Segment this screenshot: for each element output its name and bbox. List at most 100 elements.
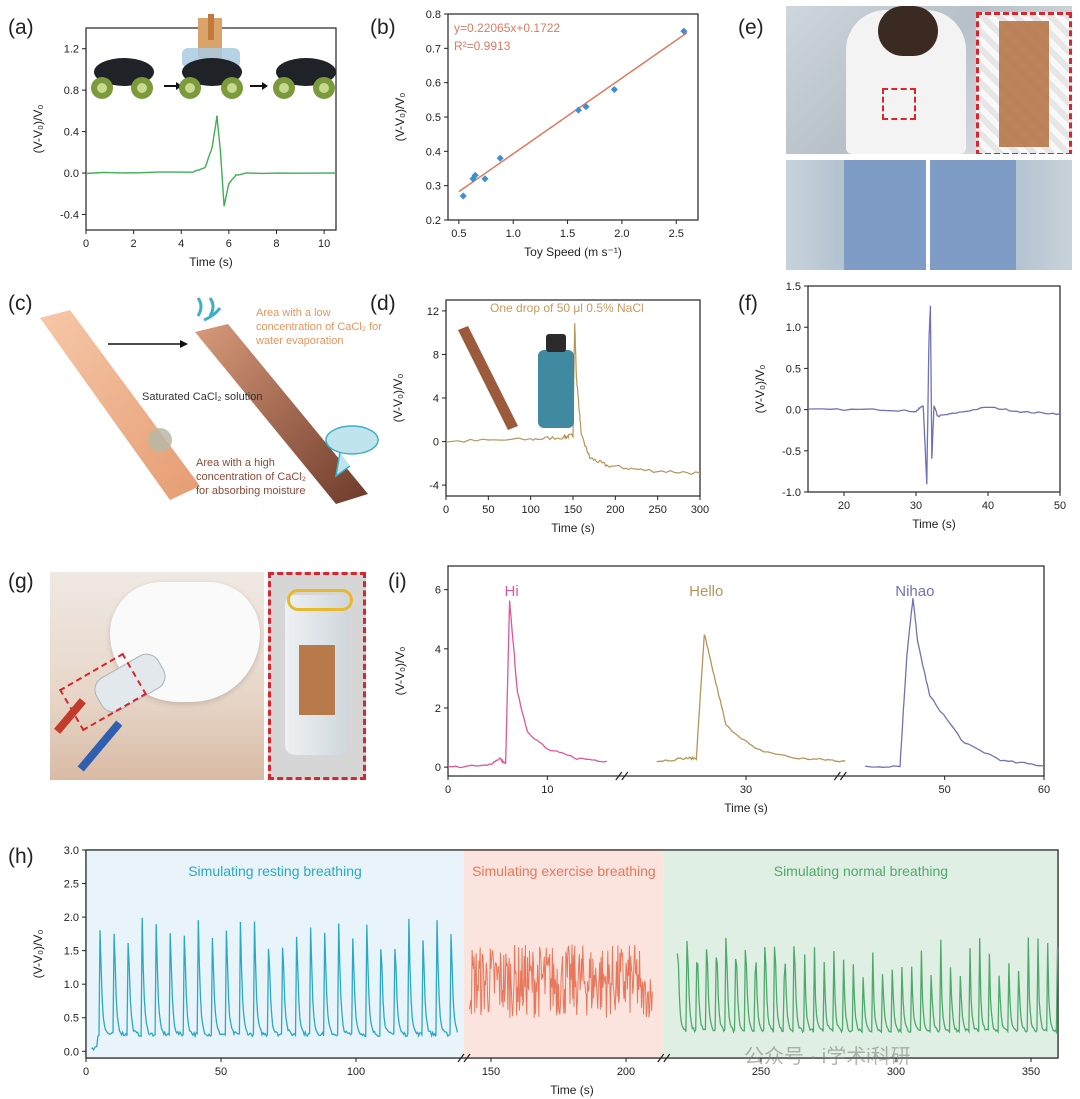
annotation: One drop of 50 μl 0.5% NaCl [490,301,644,315]
x-tick-label: 2.5 [669,228,684,240]
evaporation-icon [196,297,222,322]
y-tick-label: -4 [429,480,439,492]
chart-d-group: 0 50 100 150 200 250 300 -4 0 4 8 12 Time (s) (V-V₀)/… [391,299,709,535]
chart-b-group: 0.5 1.0 1.5 2.0 2.5 0.2 0.3 0.4 0.5 0.6 0.7 0.8 Toy … [393,9,699,259]
panel-label-e: (e) [738,16,764,39]
sensor-zoom-box [976,12,1072,154]
toy-car-icon [91,58,154,99]
panel-label-i: (i) [388,570,407,593]
y-tick-label: 6 [435,585,441,597]
y-tick-label: 3.0 [64,845,79,857]
y-tick-label: 0.0 [64,168,79,180]
x-tick-label: 50 [1054,500,1066,512]
x-tick-label: 30 [910,500,922,512]
copper-strip-icon [458,326,518,430]
y-tick-label: 0.5 [64,1013,79,1025]
x-tick-label: 50 [939,784,951,796]
x-tick-label: 300 [691,504,709,516]
y-tick-label: 0.6 [426,78,441,90]
toy-car-illustration [91,14,336,99]
data-point [582,103,590,111]
axis-break [833,771,847,781]
x-tick-label: 300 [887,1066,905,1078]
x-tick-label: 2.0 [614,228,629,240]
panel-label-a: (a) [8,16,34,39]
low-area-label: Area with a low concentration of CaCl₂ f… [256,307,382,347]
x-tick-label: 0 [83,238,89,250]
panel-label-h: (h) [8,845,34,868]
y-tick-label: 4 [433,393,439,405]
copper-strip-before [40,310,200,500]
y-tick-label: 8 [433,349,439,361]
y-tick-label: 1.0 [64,979,79,991]
axis-break [615,771,629,781]
sensor-copper [299,645,335,715]
y-tick-label: 0.4 [64,127,79,139]
photo-gown-right [930,160,1072,270]
series-line-hi [447,600,608,769]
x-axis-label: Time (s) [912,517,956,531]
y-tick-label: 12 [427,306,439,318]
y-tick-label: 0.3 [426,181,441,193]
x-tick-label: 200 [606,504,624,516]
x-tick-label: 20 [838,500,850,512]
panel-label-g: (g) [8,570,34,593]
y-tick-label: 0.0 [786,405,801,417]
series-line [85,115,337,207]
photo-gown-left [786,160,926,270]
x-tick-label: 0 [83,1066,89,1078]
chart-f-group: 20 30 40 50 -1.0 -0.5 0.0 0.5 1.0 1.5 Time (s) (V-V… [753,281,1066,531]
x-tick-label: 60 [1038,784,1050,796]
x-tick-label: 8 [273,238,279,250]
x-tick-label: 1.0 [506,228,521,240]
axis-break [457,1053,471,1063]
series-normal [676,937,1059,1035]
series-line-hello [656,634,846,763]
y-tick-label: 0.8 [64,85,79,97]
x-axis-label: Toy Speed (m s⁻¹) [524,245,622,259]
y-axis-label: (V-V₀)/V₀ [31,105,45,154]
series-line [807,305,1061,485]
y-tick-label: 0.4 [426,146,441,158]
y-tick-label: 0.5 [786,363,801,375]
spray-bottle-icon [538,350,574,428]
hair [878,6,938,56]
x-tick-label: 1.5 [560,228,575,240]
x-tick-label: 0 [445,784,451,796]
x-tick-label: 150 [482,1066,500,1078]
x-tick-label: 10 [318,238,330,250]
region-label: Simulating exercise breathing [472,863,656,879]
y-tick-label: 0.8 [426,9,441,21]
data-point [680,27,688,35]
plot-frame [447,565,1045,777]
series-label-nihao: Nihao [895,583,934,600]
fit-line [458,31,688,193]
region-label: Simulating normal breathing [774,863,948,879]
y-tick-label: -0.5 [782,446,801,458]
series-line-nihao [865,598,1045,768]
photo-lab-coat-back [786,6,1072,154]
data-point [471,171,479,179]
x-tick-label: 250 [752,1066,770,1078]
x-axis-label: Time (s) [189,255,233,269]
x-tick-label: 100 [347,1066,365,1078]
x-tick-label: 150 [564,504,582,516]
data-point [481,175,489,183]
fit-equation: y=0.22065x+0.1722 [454,21,560,35]
y-tick-label: 0 [433,437,439,449]
series-label-hi: Hi [505,583,519,600]
panel-label-d: (d) [370,292,396,315]
toy-car-icon [273,58,336,99]
photo-breath-sensor [268,572,366,780]
region-background [464,850,664,1058]
y-tick-label: 2 [435,703,441,715]
x-tick-label: 200 [617,1066,635,1078]
x-tick-label: 100 [521,504,539,516]
y-axis-label: (V-V₀)/V₀ [391,374,405,423]
watermark: 公众号 · i学术i科研 [744,1046,911,1068]
x-axis-label: Time (s) [550,1083,594,1097]
panel-label-c: (c) [8,292,33,315]
photo-mask-wearer [50,572,264,780]
x-tick-label: 6 [226,238,232,250]
region-background [86,850,464,1058]
